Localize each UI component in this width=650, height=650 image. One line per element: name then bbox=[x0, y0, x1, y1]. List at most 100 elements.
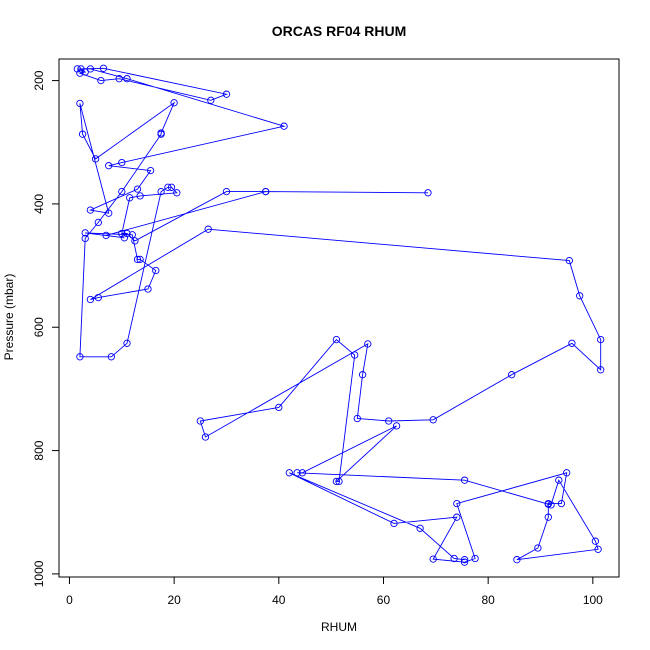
data-point bbox=[460, 556, 469, 564]
data-point bbox=[76, 353, 84, 361]
data-point bbox=[471, 554, 479, 563]
data-point bbox=[157, 187, 165, 196]
data-point bbox=[513, 556, 521, 564]
x-axis-label: RHUM bbox=[321, 620, 357, 634]
data-point bbox=[173, 189, 181, 197]
data-point bbox=[118, 158, 126, 167]
data-point bbox=[353, 414, 361, 423]
data-point bbox=[123, 75, 131, 83]
y-axis: 200 400 600 800 1000 bbox=[32, 70, 59, 587]
data-point bbox=[123, 229, 131, 238]
data-point bbox=[390, 519, 398, 528]
data-point bbox=[152, 266, 160, 275]
x-axis: 0 20 40 60 80 100 bbox=[66, 577, 603, 607]
data-point bbox=[99, 64, 108, 72]
data-point bbox=[416, 524, 424, 532]
data-point bbox=[335, 477, 343, 486]
data-point bbox=[81, 234, 89, 243]
x-tick-label: 80 bbox=[481, 593, 495, 607]
data-point bbox=[196, 417, 204, 425]
chart-title: ORCAS RF04 RHUM bbox=[272, 23, 407, 39]
data-point bbox=[97, 76, 105, 85]
data-point bbox=[144, 285, 152, 293]
data-point bbox=[262, 187, 270, 196]
data-point bbox=[164, 183, 172, 191]
data-point bbox=[157, 130, 165, 138]
data-point bbox=[544, 513, 552, 521]
data-point bbox=[131, 237, 139, 245]
data-point bbox=[544, 499, 552, 508]
x-tick-label: 0 bbox=[66, 593, 73, 607]
data-point bbox=[136, 255, 144, 264]
data-point bbox=[133, 255, 142, 264]
data-point bbox=[460, 558, 469, 566]
x-tick-label: 60 bbox=[377, 593, 391, 607]
data-point bbox=[146, 166, 155, 175]
data-point bbox=[594, 545, 602, 553]
data-point bbox=[275, 403, 283, 412]
data-point bbox=[86, 65, 95, 73]
data-point bbox=[107, 353, 115, 361]
series-line bbox=[77, 67, 602, 563]
data-point bbox=[133, 185, 142, 193]
series-points bbox=[73, 64, 605, 566]
data-point bbox=[76, 99, 84, 108]
data-point bbox=[222, 187, 231, 196]
data-point bbox=[358, 371, 367, 379]
data-point bbox=[576, 292, 584, 300]
data-point bbox=[597, 335, 605, 344]
data-point bbox=[555, 476, 563, 484]
data-point bbox=[94, 293, 102, 302]
data-point bbox=[563, 469, 571, 477]
series-lines bbox=[77, 67, 602, 563]
y-tick-label: 800 bbox=[32, 440, 46, 460]
data-point bbox=[81, 229, 89, 237]
data-point bbox=[450, 554, 458, 563]
data-point bbox=[591, 537, 600, 545]
plot-frame bbox=[58, 58, 620, 578]
data-point bbox=[78, 130, 87, 138]
data-point bbox=[118, 229, 126, 238]
data-point bbox=[424, 189, 432, 197]
data-point bbox=[453, 513, 461, 521]
data-point bbox=[77, 65, 85, 73]
data-point bbox=[222, 90, 231, 98]
y-tick-label: 200 bbox=[32, 70, 46, 90]
data-point bbox=[128, 231, 136, 239]
data-point bbox=[76, 69, 84, 77]
data-point bbox=[105, 162, 113, 170]
data-point bbox=[105, 209, 113, 217]
data-point bbox=[207, 96, 215, 104]
data-point bbox=[534, 544, 542, 552]
data-point bbox=[115, 75, 123, 83]
y-tick-label: 400 bbox=[32, 194, 46, 214]
y-axis-label: Pressure (mbar) bbox=[2, 274, 16, 361]
data-point bbox=[102, 231, 110, 240]
data-point bbox=[332, 477, 341, 486]
data-point bbox=[170, 99, 178, 107]
x-tick-label: 100 bbox=[583, 593, 603, 607]
data-point bbox=[91, 155, 100, 163]
data-point bbox=[565, 256, 573, 265]
data-point bbox=[392, 422, 401, 430]
data-point bbox=[557, 499, 566, 508]
data-point bbox=[204, 225, 212, 233]
data-point bbox=[298, 469, 307, 477]
data-point bbox=[385, 417, 393, 425]
data-point bbox=[167, 183, 176, 191]
data-point bbox=[126, 194, 134, 202]
data-point bbox=[453, 499, 461, 508]
data-point bbox=[293, 469, 301, 477]
x-tick-label: 40 bbox=[272, 593, 286, 607]
y-tick-label: 1000 bbox=[32, 560, 46, 587]
data-point bbox=[136, 192, 144, 200]
data-point bbox=[73, 65, 81, 73]
data-point bbox=[285, 469, 293, 477]
data-point bbox=[280, 122, 288, 130]
data-point bbox=[201, 433, 210, 441]
data-point bbox=[86, 295, 95, 304]
data-point bbox=[429, 416, 437, 424]
data-point bbox=[118, 187, 126, 196]
data-point bbox=[429, 555, 437, 563]
